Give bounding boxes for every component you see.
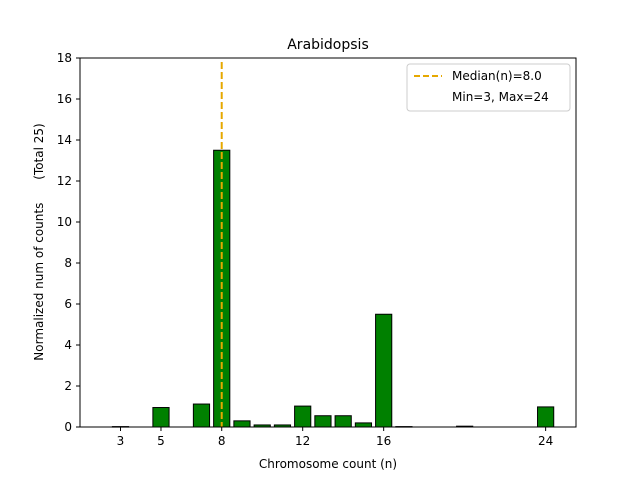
bar-n24 [537,406,555,428]
x-tick-label: 24 [538,434,553,448]
y-tick-label: 4 [64,338,72,352]
legend-box [406,63,571,112]
bar-n9 [233,420,251,428]
x-tick-label: 12 [295,434,310,448]
bar-n5 [152,407,170,428]
y-tick-label: 18 [57,51,72,65]
x-tick-label: 5 [157,434,165,448]
y-tick-label: 8 [64,256,72,270]
y-tick-label: 12 [57,174,72,188]
y-tick-label: 10 [57,215,72,229]
y-tick-label: 6 [64,297,72,311]
x-axis-ticks: 3 5 8 12 16 24 [117,427,553,448]
x-tick-label: 3 [117,434,125,448]
bar-n16 [375,313,393,428]
legend-entry-minmax: Min=3, Max=24 [452,90,549,104]
bar-n7 [192,403,211,428]
legend-entry-median: Median(n)=8.0 [452,69,542,83]
y-tick-label: 14 [57,133,72,147]
bar-n14 [334,415,352,428]
y-tick-label: 16 [57,92,72,106]
bar-n12 [294,405,312,428]
y-tick-label: 2 [64,379,72,393]
x-tick-label: 8 [218,434,226,448]
x-tick-label: 16 [376,434,391,448]
plot-frame [79,57,577,428]
y-tick-label: 0 [64,420,72,434]
chart-title: Arabidopsis [287,37,369,53]
bar-n13 [314,415,332,428]
legend: Median(n)=8.0 Min=3, Max=24 [406,63,571,112]
x-axis-label: Chromosome count (n) [259,457,397,471]
y-axis-ticks: 0 2 4 6 8 10 12 14 16 18 [57,51,80,434]
bar-n15 [354,422,373,428]
y-axis-label: Normalized num of counts (Total 25) [32,123,46,360]
